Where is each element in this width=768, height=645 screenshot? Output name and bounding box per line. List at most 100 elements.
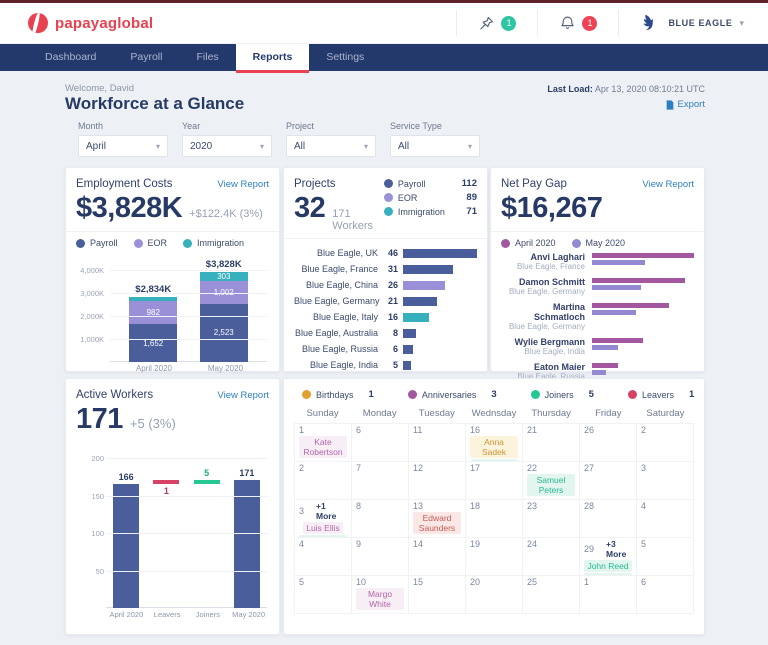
calendar-cell[interactable]: 28 (579, 499, 636, 537)
calendar-cell[interactable]: 24 (522, 537, 579, 575)
calendar-cell[interactable]: 10 Margo White (351, 575, 408, 613)
day-number: 20 (470, 577, 481, 587)
gridline (106, 570, 267, 572)
export-button[interactable]: Export (666, 99, 705, 110)
projects-card: Projects 32 171 Workers Payroll 112 EOR 89 I… (283, 167, 488, 372)
calendar-event-joiner[interactable]: Avi Cohen (471, 459, 517, 461)
filter-select-month[interactable]: April ▾ (78, 135, 168, 157)
pin-icon (478, 15, 495, 32)
netpay-bars (592, 337, 694, 352)
gridline (106, 458, 267, 459)
nav-tab-reports[interactable]: Reports (235, 44, 310, 73)
nav-tab-dashboard[interactable]: Dashboard (45, 51, 97, 63)
account-name: BLUE EAGLE (668, 18, 733, 28)
more-events-label[interactable]: +3 More (606, 539, 627, 559)
calendar-cell[interactable]: 25 (522, 575, 579, 613)
view-report-link[interactable]: View Report (642, 178, 694, 190)
nav-tab-payroll[interactable]: Payroll (130, 51, 163, 63)
calendar-cell[interactable]: 2 (294, 461, 351, 499)
account-menu[interactable]: BLUE EAGLE ▾ (619, 12, 768, 34)
notifications-button[interactable]: 1 (538, 15, 618, 32)
calendar-cell[interactable]: 17 (465, 461, 522, 499)
day-number: 11 (413, 425, 423, 435)
y-axis-tick: 3,000K (80, 289, 104, 298)
employment-costs-value: $3,828K (76, 192, 183, 224)
cell-header: 3 (641, 463, 689, 473)
gridline (110, 339, 267, 340)
calendar-event-joiner[interactable]: Sean Beck (299, 535, 347, 537)
view-report-link[interactable]: View Report (217, 178, 269, 190)
project-value: 21 (387, 296, 398, 306)
last-load: Last Load: Apr 13, 2020 08:10:21 UTC (547, 84, 705, 94)
nav-tab-files[interactable]: Files (196, 51, 219, 63)
filter-select-year[interactable]: 2020 ▾ (182, 135, 272, 157)
more-events-label[interactable]: +1 More (316, 501, 337, 521)
nav-tab-settings[interactable]: Settings (326, 51, 365, 63)
brand[interactable]: papayaglobal (28, 13, 153, 33)
legend-dot (133, 238, 143, 248)
calendar-event-anniversary[interactable]: Kate Robertson (299, 436, 347, 458)
cell-header: 6 (641, 577, 689, 587)
calendar-event-leaver[interactable]: Edward Saunders (413, 512, 461, 534)
bar-segment-eor: 982 (129, 301, 178, 325)
calendar-cell[interactable]: 22 Samuel Peters (522, 461, 579, 499)
calendar-event-anniversary[interactable]: Luis Ellis (303, 522, 343, 534)
y-axis-tick: 100 (91, 529, 104, 538)
filter-select-service-type[interactable]: All ▾ (390, 135, 480, 157)
calendar-cell[interactable]: 26 (579, 423, 636, 461)
calendar-cell[interactable]: 18 (465, 499, 522, 537)
pinned-items-button[interactable]: 1 (457, 15, 537, 32)
calendar-event-anniversary[interactable]: Margo White (356, 588, 404, 610)
calendar-cell[interactable]: 13 Edward Saunders (408, 499, 465, 537)
calendar-cell[interactable]: 4 (294, 537, 351, 575)
calendar-cell[interactable]: 15 (408, 575, 465, 613)
weekday-label: Sunday (306, 408, 339, 419)
pin-count-badge: 1 (501, 15, 517, 31)
calendar-cell[interactable]: 23 (522, 499, 579, 537)
calendar-cell[interactable]: 27 (579, 461, 636, 499)
calendar-cell[interactable]: 12 (408, 461, 465, 499)
project-label: Blue Eagle, India (309, 360, 378, 370)
calendar-cell[interactable]: 8 (351, 499, 408, 537)
calendar-cell[interactable]: 21 (522, 423, 579, 461)
net-pay-gap-rows: Anvi Laghari Blue Eagle, France Damon Schm… (501, 252, 694, 382)
calendar-cell[interactable]: 5 (294, 575, 351, 613)
calendar-cell[interactable]: 1 Kate Robertson (294, 423, 351, 461)
calendar-cell[interactable]: 5 (636, 537, 693, 575)
calendar-event-joiner[interactable]: Melisa Morrison (584, 573, 632, 575)
netpay-row: Wylie Bergmann Blue Eagle, India (501, 337, 694, 357)
projects-count: 32 (294, 192, 326, 224)
last-load-label: Last Load: (547, 84, 593, 94)
view-report-link[interactable]: View Report (217, 389, 269, 401)
legend-value: 89 (466, 192, 477, 203)
calendar-cell[interactable]: 7 (351, 461, 408, 499)
calendar-cell[interactable]: 11 (408, 423, 465, 461)
calendar-cell[interactable]: 6 (351, 423, 408, 461)
cell-header: 11 (413, 425, 461, 435)
calendar-event-joiner[interactable]: John Reed (584, 560, 632, 572)
bar-stack: 3031,0022,523 (199, 271, 248, 362)
calendar-cell[interactable]: 4 (636, 499, 693, 537)
project-bar-row: Blue Eagle, India 5 (294, 357, 477, 373)
calendar-cell[interactable]: 19 (465, 537, 522, 575)
calendar-cell[interactable]: 2 (636, 423, 693, 461)
calendar-cell[interactable]: 6 (636, 575, 693, 613)
day-number: 3 (641, 463, 647, 473)
person-name: Martina Schmatloch (533, 302, 585, 322)
filter-select-project[interactable]: All ▾ (286, 135, 376, 157)
chevron-down-icon: ▾ (259, 141, 264, 151)
calendar-cell[interactable]: 20 (465, 575, 522, 613)
workers-count: 171 Workers (332, 208, 374, 232)
brand-name: papayaglobal (55, 14, 154, 32)
calendar-cell[interactable]: 14 (408, 537, 465, 575)
calendar-event-birthday[interactable]: Anna Sadek (470, 436, 518, 458)
legend-label: Leavers (641, 389, 674, 400)
cell-header: 8 (356, 501, 404, 511)
calendar-cell[interactable]: 9 (351, 537, 408, 575)
calendar-event-joiner[interactable]: Samuel Peters (527, 474, 575, 496)
calendar-cell[interactable]: 3 (636, 461, 693, 499)
calendar-cell[interactable]: 1 (579, 575, 636, 613)
